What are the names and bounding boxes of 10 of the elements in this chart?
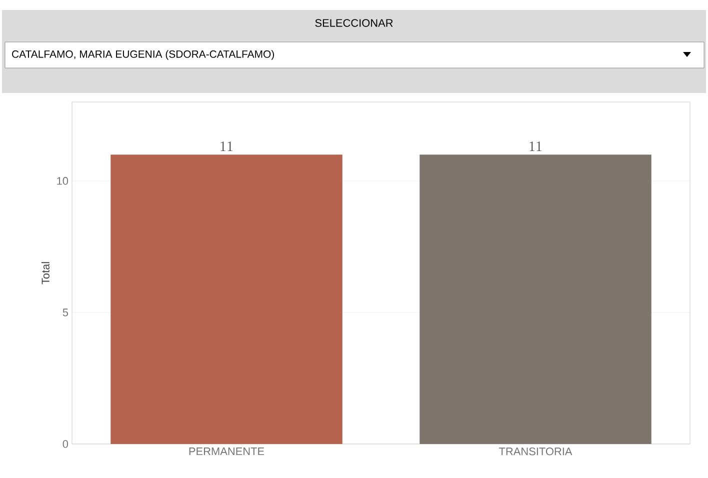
data-label: 11 [530,142,542,152]
y-axis-title: Total [41,262,50,284]
chart-title: SELECCIONAR [315,19,393,27]
y-tick-label: 10 [57,177,68,185]
x-tick-label: PERMANENTE [189,448,264,456]
data-label: 11 [220,142,232,152]
y-tick-label: 0 [62,440,68,448]
y-tick-label: 5 [62,308,68,316]
x-tick-label: TRANSITORIA [499,448,572,456]
chart-subtitle: CATALFAMO, MARIA EUGENIA (SDORA-CATALFAMO) [12,50,274,60]
